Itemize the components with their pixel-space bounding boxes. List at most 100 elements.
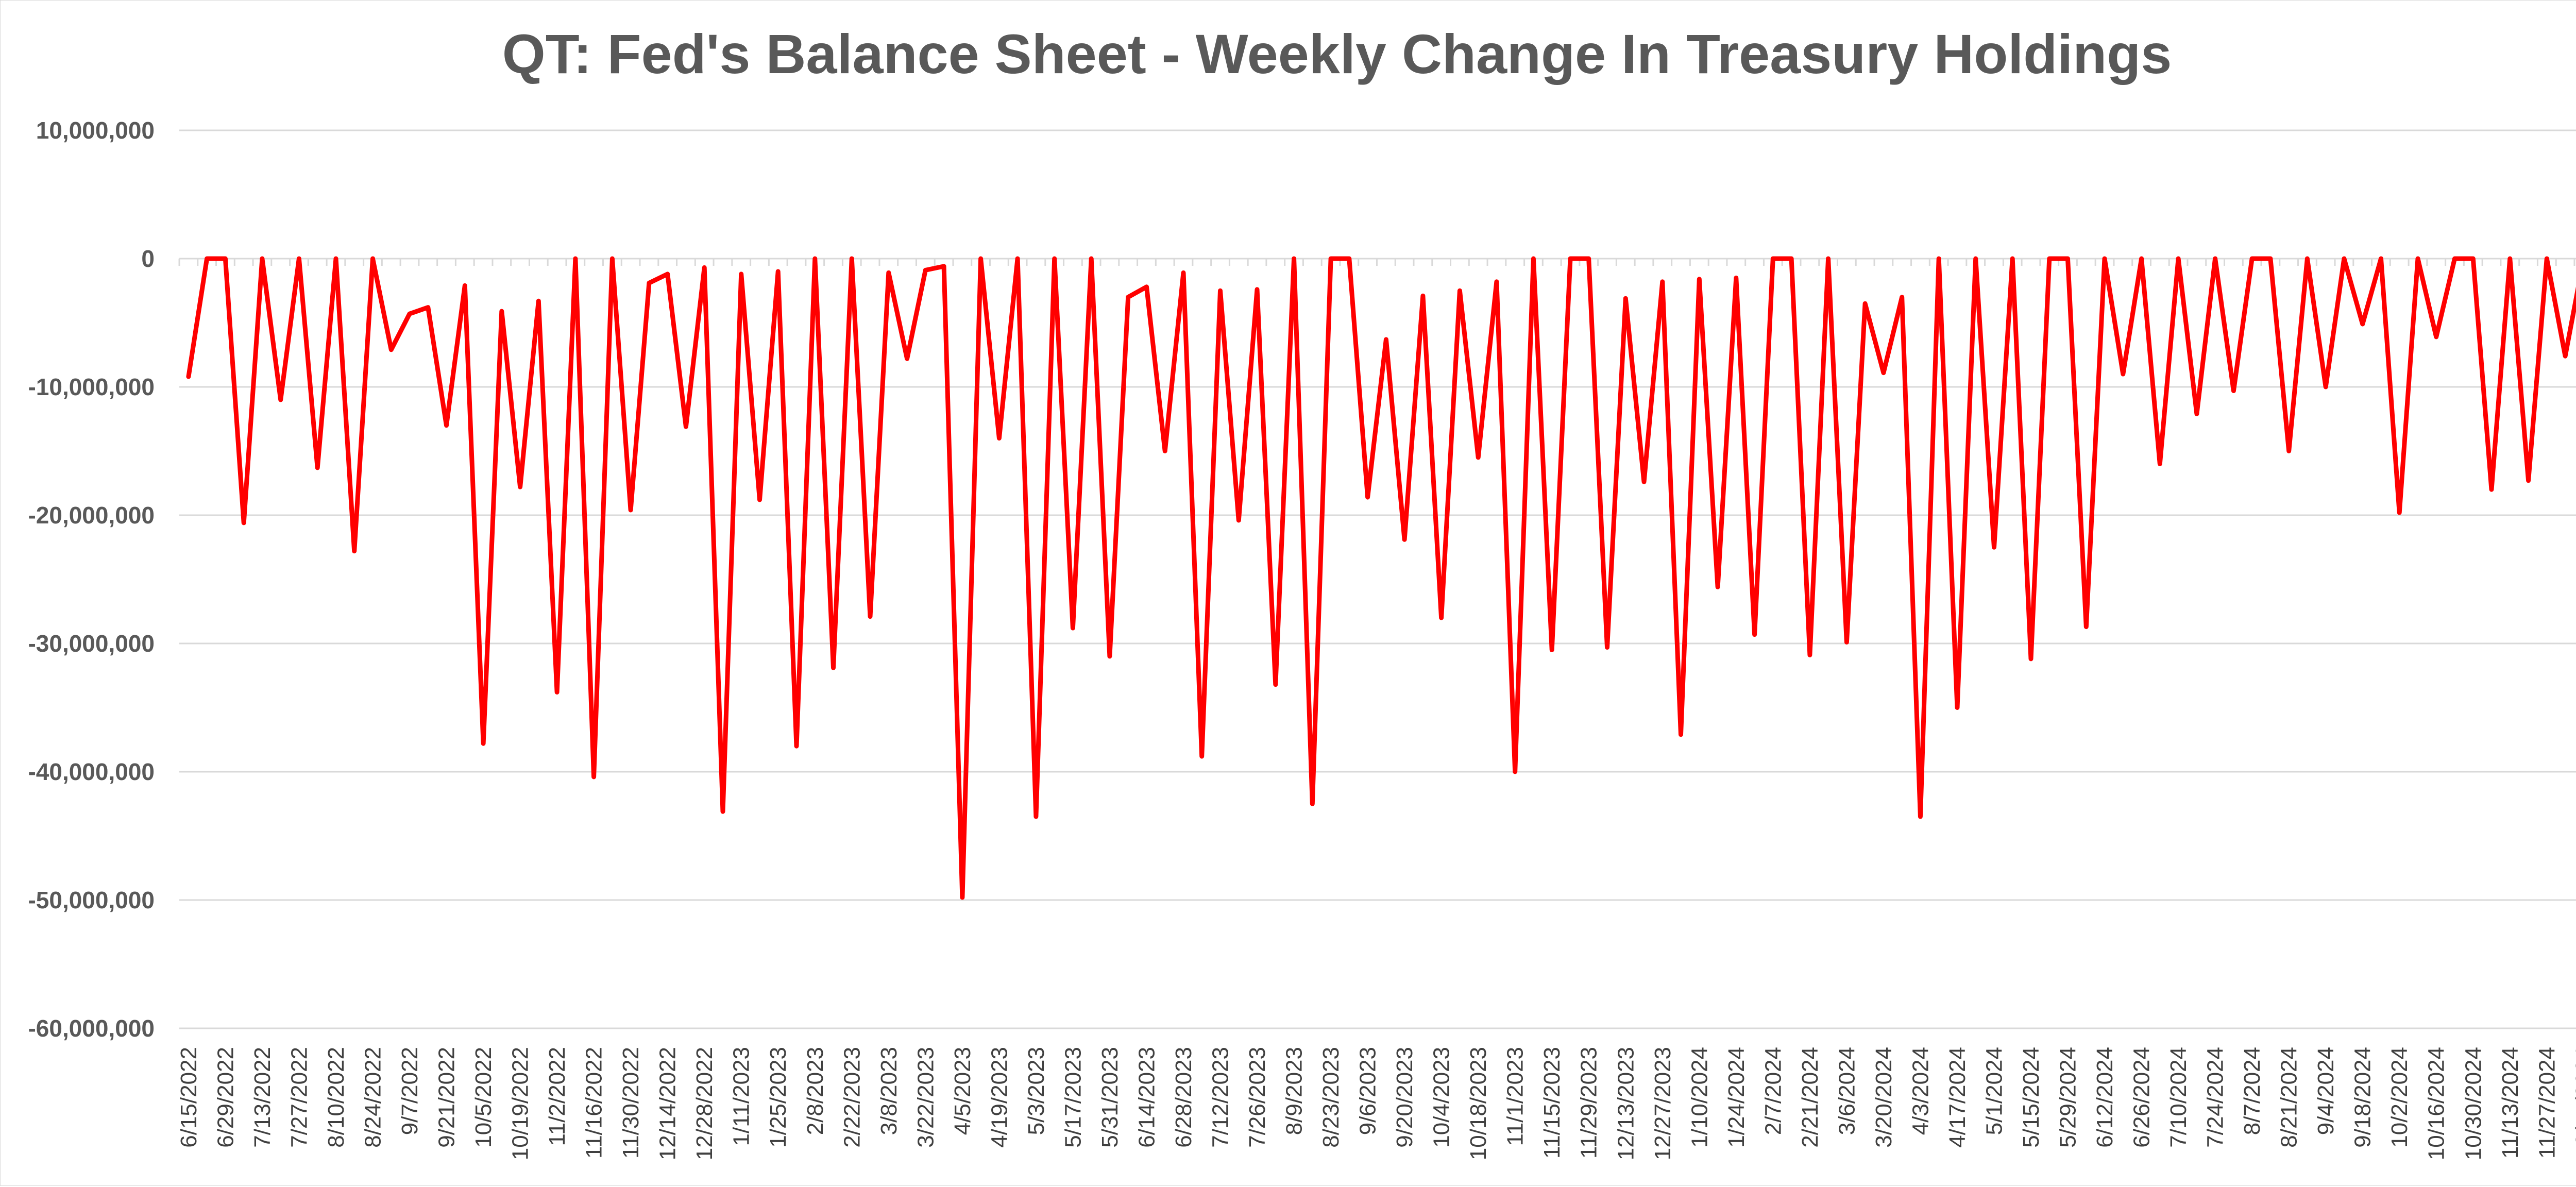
y-tick-label: 0 (141, 245, 155, 272)
data-point (1955, 705, 1960, 710)
data-point (278, 397, 283, 402)
data-point (2342, 256, 2347, 261)
data-point (2083, 624, 2089, 630)
x-tick-label: 3/20/2024 (1871, 1047, 1896, 1148)
data-point (2010, 256, 2015, 261)
data-point (647, 280, 652, 285)
x-tick-label: 11/1/2023 (1503, 1047, 1528, 1146)
x-tick-label: 7/13/2022 (250, 1047, 275, 1148)
x-axis (178, 258, 2576, 266)
data-point (1015, 256, 1020, 261)
x-tick-label: 10/19/2022 (508, 1047, 533, 1160)
data-point (554, 690, 560, 695)
x-tick-label: 7/10/2024 (2166, 1047, 2191, 1148)
gridlines (179, 129, 2576, 1029)
x-tick-label: 8/10/2022 (324, 1047, 349, 1148)
data-point (1255, 287, 1260, 292)
data-point (941, 264, 946, 269)
data-point (775, 269, 781, 274)
x-tick-label: 1/25/2023 (766, 1047, 791, 1148)
x-tick-label: 9/4/2024 (2313, 1047, 2338, 1135)
x-tick-label: 10/18/2023 (1466, 1047, 1491, 1160)
data-point (2323, 384, 2328, 389)
data-point (1734, 275, 1739, 280)
x-tick-label: 12/27/2023 (1650, 1047, 1675, 1160)
data-point (923, 267, 928, 273)
data-point (1992, 545, 1997, 550)
data-point (1273, 682, 1278, 687)
data-point (1623, 296, 1628, 301)
data-point (1789, 256, 1794, 261)
data-point (2489, 487, 2494, 492)
x-tick-label: 6/14/2023 (1134, 1047, 1159, 1148)
x-tick-label: 12/13/2023 (1613, 1047, 1638, 1160)
x-tick-label: 4/17/2024 (1945, 1047, 1970, 1148)
x-tick-label: 10/16/2024 (2424, 1047, 2449, 1160)
data-point (2028, 656, 2033, 662)
x-tick-label: 11/15/2023 (1539, 1047, 1565, 1159)
data-point (757, 497, 762, 502)
data-point (2268, 256, 2273, 261)
y-axis-tick-labels: 10,000,000 0 -10,000,000 -20,000,000 -30,000… (28, 117, 155, 1042)
x-tick-label: 11/27/2024 (2534, 1047, 2560, 1159)
x-tick-label: 2/22/2023 (839, 1047, 865, 1148)
data-point (1052, 256, 1057, 261)
x-tick-label: 2/7/2024 (1760, 1047, 1786, 1135)
data-point (831, 665, 836, 670)
data-point (2507, 256, 2513, 261)
data-point (352, 549, 357, 554)
data-point (2249, 256, 2255, 261)
data-point (702, 265, 707, 270)
data-point (2065, 256, 2071, 261)
data-point (1881, 370, 1886, 376)
x-tick-label: 11/29/2023 (1577, 1047, 1602, 1159)
x-tick-label: 11/16/2022 (582, 1047, 607, 1159)
x-tick-label: 10/4/2023 (1429, 1047, 1454, 1148)
data-point (2176, 256, 2181, 261)
x-tick-label: 5/17/2023 (1060, 1047, 1086, 1148)
x-tick-label: 11/2/2022 (545, 1047, 570, 1146)
x-tick-label: 8/23/2023 (1318, 1047, 1344, 1148)
x-tick-label: 11/30/2022 (618, 1047, 643, 1159)
data-point (960, 895, 965, 900)
data-point (794, 743, 799, 749)
x-tick-label: 3/8/2023 (876, 1047, 902, 1135)
x-tick-label: 9/7/2022 (397, 1047, 422, 1135)
data-point (2047, 256, 2052, 261)
data-point (2452, 256, 2458, 261)
data-point (2194, 411, 2199, 416)
data-point (1383, 337, 1388, 342)
x-tick-label: 6/26/2024 (2129, 1047, 2155, 1148)
x-tick-label: 5/29/2024 (2056, 1047, 2081, 1148)
data-point (1568, 256, 1573, 261)
x-tick-label: 8/24/2022 (360, 1047, 385, 1148)
data-point (2470, 256, 2476, 261)
data-point (812, 256, 818, 261)
data-point (186, 374, 191, 379)
series-layer (186, 256, 2576, 900)
data-point (2102, 256, 2107, 261)
x-tick-label: 12/28/2022 (692, 1047, 717, 1160)
x-tick-label: 2/21/2024 (1798, 1047, 1823, 1148)
data-point (2360, 321, 2365, 327)
data-point (2304, 256, 2310, 261)
data-point (1660, 279, 1665, 284)
data-point (2544, 256, 2549, 261)
data-point (1126, 295, 1131, 300)
data-point (1513, 769, 1518, 774)
data-point (223, 256, 228, 261)
x-tick-label: 12/11/2024 (2571, 1047, 2576, 1159)
x-axis-tick-labels: 6/15/2022 6/29/2022 7/13/2022 7/27/2022 8/10… (176, 1047, 2576, 1160)
series-line (186, 256, 2576, 900)
x-tick-label: 3/6/2024 (1834, 1047, 1859, 1135)
data-point (739, 272, 744, 277)
data-point (1549, 648, 1554, 653)
data-point (333, 256, 338, 261)
data-point (591, 774, 597, 779)
data-point (370, 256, 376, 261)
data-point (1310, 801, 1315, 806)
data-point (1162, 449, 1167, 454)
data-point (205, 256, 210, 261)
x-tick-label: 10/30/2024 (2461, 1047, 2486, 1160)
data-point (1826, 256, 1831, 261)
